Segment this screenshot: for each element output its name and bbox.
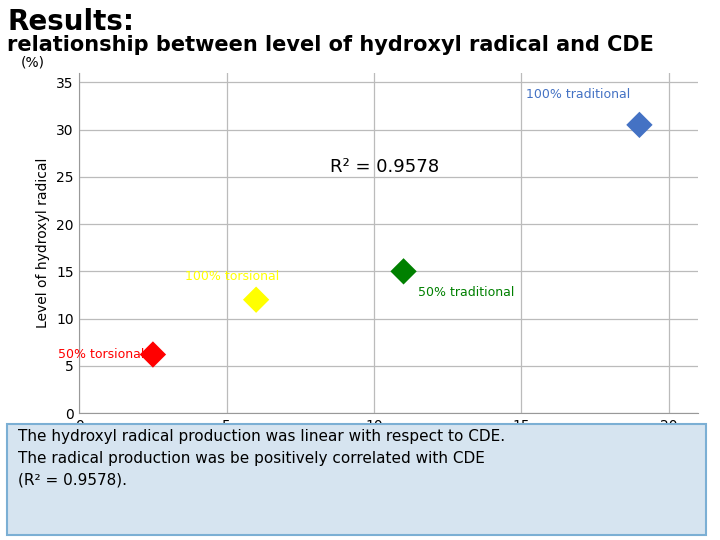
Point (397, 267, 409, 275)
Text: 50% traditional: 50% traditional (418, 286, 515, 299)
Text: R² = 0.9578: R² = 0.9578 (330, 158, 439, 177)
Text: relationship between level of hydroxyl radical and CDE: relationship between level of hydroxyl r… (7, 35, 654, 55)
X-axis label: Cumulative dissipated energy (CDE): Cumulative dissipated energy (CDE) (263, 438, 515, 452)
Point (634, 120, 645, 129)
Text: 50% torsional: 50% torsional (58, 348, 144, 361)
Y-axis label: Level of hydroxyl radical: Level of hydroxyl radical (37, 158, 50, 328)
Text: 100% torsional: 100% torsional (186, 269, 279, 283)
Text: The hydroxyl radical production was linear with respect to CDE.
The radical prod: The hydroxyl radical production was line… (18, 429, 505, 488)
Text: 100% traditional: 100% traditional (526, 88, 631, 102)
Point (251, 295, 262, 304)
Text: (%): (%) (20, 56, 45, 70)
Point (147, 350, 158, 359)
Text: Results:: Results: (7, 8, 134, 36)
